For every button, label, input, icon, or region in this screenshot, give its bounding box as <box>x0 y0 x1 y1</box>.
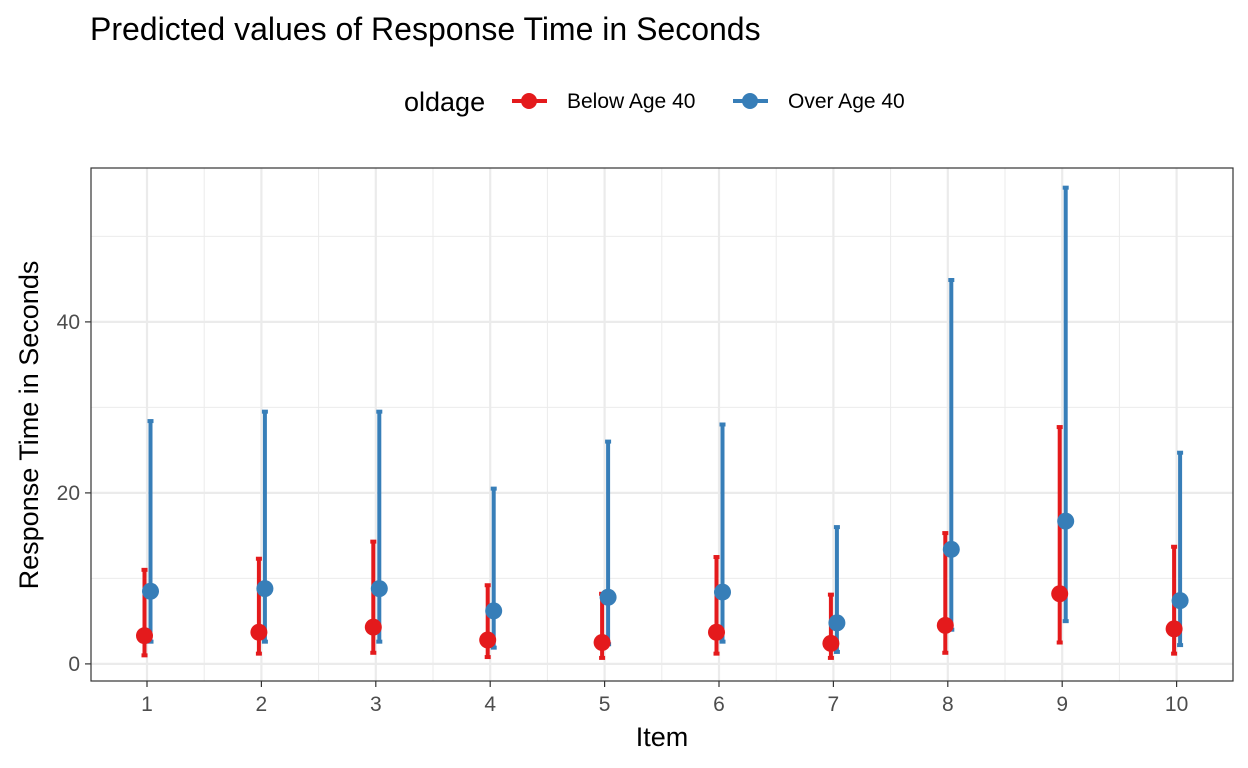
point-below <box>1165 620 1183 638</box>
x-tick-label: 7 <box>828 693 840 716</box>
point-below <box>1051 585 1069 603</box>
point-below <box>708 623 725 641</box>
x-tick-label: 9 <box>1056 693 1068 716</box>
point-over <box>828 614 846 632</box>
legend-title: oldage <box>404 87 485 117</box>
legend-key-dot-over <box>742 93 758 109</box>
point-below <box>593 634 611 652</box>
point-below <box>936 616 954 634</box>
x-tick-label: 4 <box>484 693 496 716</box>
point-below <box>136 627 153 645</box>
y-axis-title: Response Time in Seconds <box>14 261 44 590</box>
point-over <box>1171 592 1189 610</box>
x-tick-label: 1 <box>141 693 153 716</box>
legend: oldage Below Age 40 Over Age 40 <box>404 87 905 117</box>
y-tick-label: 40 <box>57 311 80 334</box>
chart-title: Predicted values of Response Time in Sec… <box>90 11 761 47</box>
legend-key-dot-below <box>521 93 537 109</box>
point-over <box>485 602 503 620</box>
x-tick-label: 10 <box>1165 693 1188 716</box>
point-over <box>256 580 274 598</box>
point-over <box>1057 512 1075 530</box>
point-below <box>822 634 840 652</box>
x-tick-label: 6 <box>713 693 725 716</box>
x-axis-title: Item <box>636 722 689 752</box>
legend-label-below: Below Age 40 <box>567 90 695 113</box>
plot-area: 0 20 40 1 2 3 4 5 6 7 8 9 10 <box>57 167 1234 716</box>
legend-label-over: Over Age 40 <box>788 90 905 113</box>
y-tick-label: 20 <box>57 482 80 505</box>
point-below <box>250 623 268 641</box>
x-tick-label: 5 <box>599 693 611 716</box>
point-over <box>370 580 388 598</box>
legend-item-below: Below Age 40 <box>512 90 695 113</box>
point-below <box>479 631 497 649</box>
point-over <box>142 582 159 600</box>
panel-border <box>90 167 1234 682</box>
x-tick-label: 3 <box>370 693 382 716</box>
x-tick-label: 8 <box>942 693 954 716</box>
point-over <box>714 583 731 601</box>
y-tick-label: 0 <box>68 653 80 676</box>
point-below <box>364 618 382 636</box>
legend-item-over: Over Age 40 <box>733 90 905 113</box>
x-tick-label: 2 <box>256 693 268 716</box>
point-over <box>599 588 617 606</box>
point-over <box>942 540 960 558</box>
